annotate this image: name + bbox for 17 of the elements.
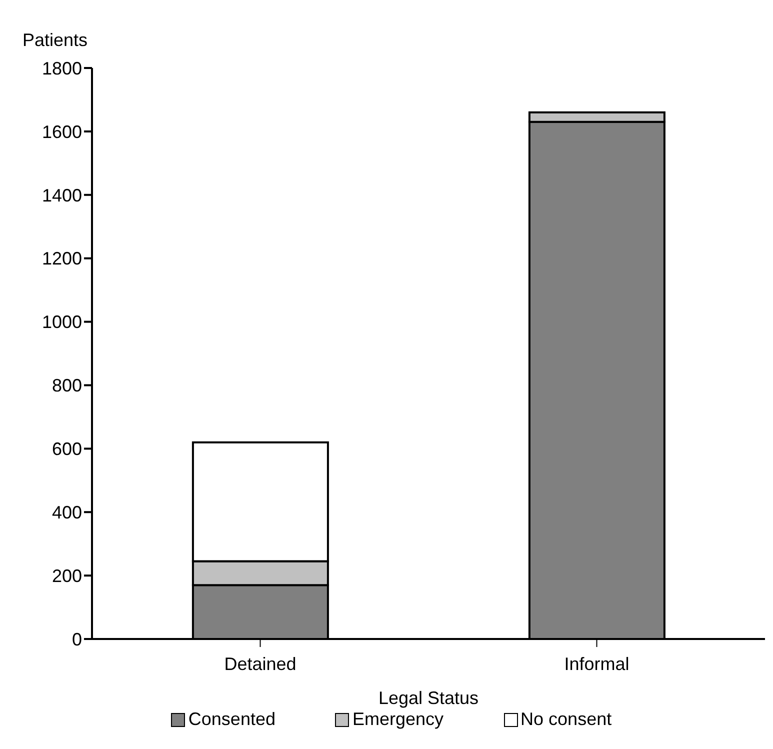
legend-label: Consented: [187, 709, 276, 730]
y-tick-label: 1000: [42, 312, 82, 332]
y-tick-label: 1600: [42, 122, 82, 142]
legend-label: Emergency: [351, 709, 444, 730]
y-tick-label: 600: [52, 439, 82, 460]
y-tick-label: 200: [52, 566, 82, 586]
x-tick-label: Detained: [224, 654, 296, 674]
legend-label: No consent: [520, 709, 612, 730]
x-tick-label: Informal: [564, 654, 630, 674]
y-tick-label: 1200: [42, 248, 82, 269]
y-axis-title: Patients: [22, 30, 88, 50]
x-axis-title: Legal Status: [378, 688, 479, 708]
y-tick-label: 800: [52, 376, 82, 396]
y-tick-label: 1800: [42, 58, 82, 78]
y-tick-label: 1400: [42, 185, 82, 206]
y-tick-label: 400: [52, 502, 82, 522]
y-tick-label: 0: [72, 629, 82, 650]
